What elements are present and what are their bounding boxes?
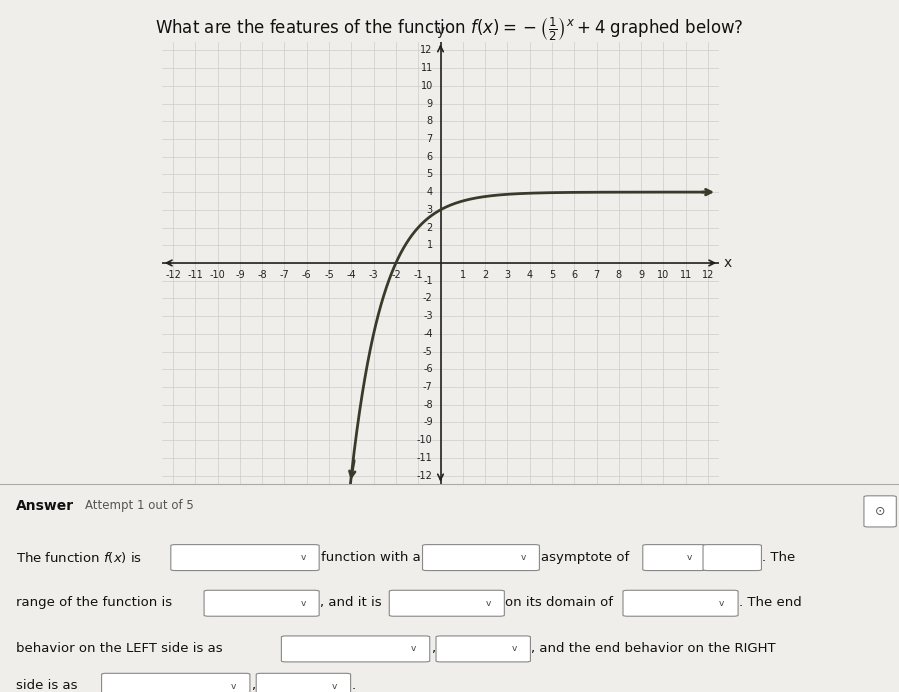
FancyBboxPatch shape: [281, 636, 430, 662]
Text: -2: -2: [423, 293, 432, 303]
FancyBboxPatch shape: [256, 673, 351, 692]
Text: -8: -8: [257, 270, 267, 280]
Text: 9: 9: [427, 98, 432, 109]
Text: .: .: [352, 680, 356, 692]
Text: function with a: function with a: [321, 551, 421, 563]
FancyBboxPatch shape: [389, 590, 504, 616]
Text: ,: ,: [251, 680, 255, 692]
Text: 6: 6: [427, 152, 432, 162]
Text: . The end: . The end: [739, 597, 802, 609]
Text: v: v: [687, 553, 692, 562]
Text: 11: 11: [421, 63, 432, 73]
Text: -12: -12: [417, 471, 432, 480]
Text: v: v: [719, 599, 725, 608]
Text: asymptote of: asymptote of: [541, 551, 629, 563]
Text: 2: 2: [482, 270, 488, 280]
Text: v: v: [411, 644, 416, 653]
Text: 5: 5: [549, 270, 555, 280]
Text: -11: -11: [417, 453, 432, 463]
Text: 2: 2: [426, 223, 432, 233]
FancyBboxPatch shape: [864, 495, 896, 527]
Text: 10: 10: [421, 81, 432, 91]
Text: -10: -10: [209, 270, 226, 280]
Text: -4: -4: [346, 270, 356, 280]
FancyBboxPatch shape: [204, 590, 319, 616]
Text: 8: 8: [427, 116, 432, 126]
Text: -4: -4: [423, 329, 432, 339]
FancyBboxPatch shape: [102, 673, 250, 692]
Text: y: y: [436, 24, 445, 38]
Text: 4: 4: [527, 270, 533, 280]
Text: 12: 12: [702, 270, 714, 280]
Text: . The: . The: [762, 551, 796, 563]
Text: Attempt 1 out of 5: Attempt 1 out of 5: [85, 499, 194, 512]
Text: x: x: [724, 256, 732, 270]
Text: v: v: [300, 599, 306, 608]
Text: 7: 7: [593, 270, 600, 280]
Text: -1: -1: [423, 275, 432, 286]
Text: -1: -1: [414, 270, 423, 280]
Text: v: v: [521, 553, 526, 562]
Text: -2: -2: [391, 270, 401, 280]
Text: ⊙: ⊙: [875, 505, 886, 518]
Text: 4: 4: [427, 187, 432, 197]
Text: 5: 5: [426, 170, 432, 179]
Text: -7: -7: [423, 382, 432, 392]
Text: range of the function is: range of the function is: [16, 597, 173, 609]
Text: -10: -10: [417, 435, 432, 445]
Text: side is as: side is as: [16, 680, 77, 692]
Text: The function $f(x)$ is: The function $f(x)$ is: [16, 549, 142, 565]
Text: Answer: Answer: [16, 499, 75, 513]
FancyBboxPatch shape: [623, 590, 738, 616]
Text: -9: -9: [423, 417, 432, 428]
Text: -11: -11: [187, 270, 203, 280]
Text: 1: 1: [459, 270, 466, 280]
Text: 12: 12: [421, 46, 432, 55]
Text: -6: -6: [423, 364, 432, 374]
Text: 7: 7: [426, 134, 432, 144]
Text: 6: 6: [571, 270, 577, 280]
FancyBboxPatch shape: [423, 545, 539, 570]
Text: behavior on the LEFT side is as: behavior on the LEFT side is as: [16, 642, 223, 655]
FancyBboxPatch shape: [703, 545, 761, 570]
Text: 9: 9: [638, 270, 645, 280]
Text: v: v: [512, 644, 517, 653]
Text: 11: 11: [680, 270, 692, 280]
Text: 3: 3: [504, 270, 511, 280]
Text: v: v: [485, 599, 491, 608]
Text: What are the features of the function $f(x) = -\left(\frac{1}{2}\right)^x + 4$ g: What are the features of the function $f…: [156, 15, 743, 43]
Text: -7: -7: [280, 270, 289, 280]
Text: -6: -6: [302, 270, 312, 280]
Text: v: v: [332, 682, 337, 691]
Text: -3: -3: [369, 270, 378, 280]
Text: v: v: [300, 553, 306, 562]
FancyBboxPatch shape: [436, 636, 530, 662]
Text: -5: -5: [423, 347, 432, 356]
FancyBboxPatch shape: [643, 545, 706, 570]
Text: ,: ,: [431, 642, 435, 655]
Text: on its domain of: on its domain of: [505, 597, 613, 609]
FancyBboxPatch shape: [171, 545, 319, 570]
Text: 10: 10: [657, 270, 670, 280]
Text: -8: -8: [423, 400, 432, 410]
Text: -3: -3: [423, 311, 432, 321]
Text: -9: -9: [235, 270, 245, 280]
Text: -12: -12: [165, 270, 181, 280]
Text: 8: 8: [616, 270, 622, 280]
Text: v: v: [231, 682, 236, 691]
Text: , and the end behavior on the RIGHT: , and the end behavior on the RIGHT: [531, 642, 776, 655]
Text: 1: 1: [427, 240, 432, 251]
Text: , and it is: , and it is: [320, 597, 382, 609]
Text: 3: 3: [427, 205, 432, 215]
Text: -5: -5: [325, 270, 334, 280]
